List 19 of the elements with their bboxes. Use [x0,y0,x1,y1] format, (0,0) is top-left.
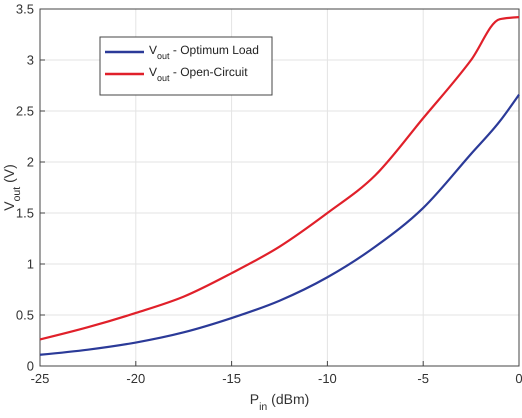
x-tick-label: -10 [318,371,337,386]
y-tick-label: 0.5 [16,308,34,322]
y-tick-label: 1 [26,256,34,272]
y-tick-label: 3.5 [16,2,34,16]
line-series [38,16,520,341]
y-tick-label: 1.5 [16,206,34,220]
x-tick-label: -15 [222,371,241,386]
y-tick-label: 2 [26,154,34,170]
x-tick-label: 0 [515,371,522,386]
y-tick-label: 3 [26,52,34,68]
x-axis-title: P$_{in}$ (dBm) [250,391,310,413]
legend-label: V$_{out}$ - Open-Circuit [149,65,248,83]
x-tick-label: -20 [126,371,146,386]
x-tick-label: -5 [417,371,429,386]
y-tick-label: 2.5 [16,104,34,118]
y-tick-label: 0 [26,358,34,374]
x-tick-label: -25 [30,371,50,386]
legend-label: V$_{out}$ - Optimum Load [149,43,259,61]
line-series [38,94,520,356]
